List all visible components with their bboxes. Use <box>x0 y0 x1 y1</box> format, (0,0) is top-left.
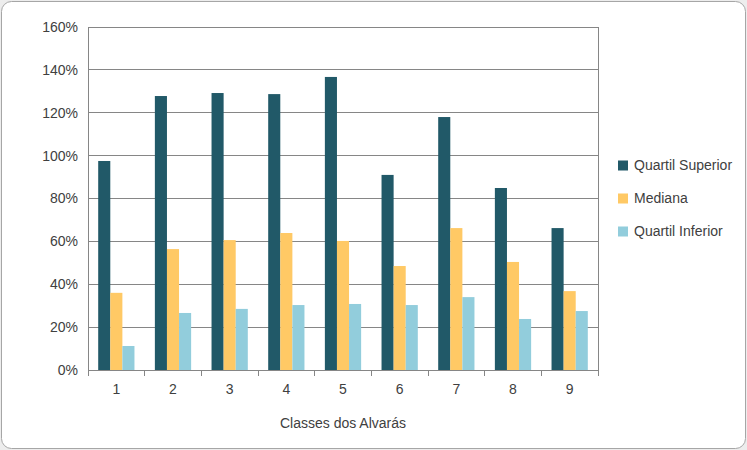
legend-item: Mediana <box>618 190 688 206</box>
x-tick: 6 <box>396 370 404 397</box>
bar <box>507 262 519 370</box>
category-separator <box>484 370 485 376</box>
chart-background <box>2 2 746 449</box>
x-tick: 9 <box>566 370 574 397</box>
category-separator <box>314 370 315 376</box>
bar <box>236 309 248 370</box>
legend-item: Quartil Superior <box>618 157 732 173</box>
x-tick-label: 8 <box>509 381 517 397</box>
legend-item: Quartil Inferior <box>618 223 723 239</box>
bar-series <box>122 297 587 370</box>
bar <box>337 241 349 370</box>
category-separator <box>144 370 145 376</box>
category-separator <box>258 370 259 376</box>
legend: Quartil Superior Mediana Quartil Inferior <box>618 157 732 239</box>
x-tick: 1 <box>112 370 120 397</box>
bar <box>576 311 588 370</box>
legend-label: Mediana <box>634 190 688 206</box>
chart: 0% 20% 40% 60% 80% 100% 120% 140% 160% 1 2 3 4 5 6 7 8 9 C… <box>0 0 747 450</box>
legend-swatch <box>618 161 628 171</box>
y-tick: 80% <box>50 190 88 206</box>
plot: 0% 20% 40% 60% 80% 100% 120% 140% 160% 1 2 3 4 5 6 7 8 9 <box>42 19 598 397</box>
bar <box>292 305 304 370</box>
category-separator <box>598 370 599 376</box>
x-tick: 2 <box>169 370 177 397</box>
bar <box>552 228 564 370</box>
bar <box>349 304 361 370</box>
x-tick-label: 7 <box>452 381 460 397</box>
x-tick-label: 4 <box>282 381 290 397</box>
grid <box>88 27 598 370</box>
bar <box>268 94 280 370</box>
plot-frame <box>88 27 598 370</box>
bar <box>179 313 191 370</box>
bar <box>519 319 531 370</box>
y-tick-label: 160% <box>42 19 78 35</box>
bar <box>224 240 236 370</box>
bar <box>280 233 292 370</box>
x-tick: 5 <box>339 370 347 397</box>
bar <box>438 117 450 370</box>
y-tick: 120% <box>42 105 88 121</box>
y-tick: 60% <box>50 233 88 249</box>
bar-series <box>110 228 575 370</box>
y-tick-label: 140% <box>42 62 78 78</box>
x-tick-label: 1 <box>112 381 120 397</box>
y-tick: 0% <box>58 362 88 378</box>
bar <box>98 161 110 370</box>
legend-swatch <box>618 227 628 237</box>
bar <box>155 96 167 370</box>
category-separator <box>541 370 542 376</box>
x-tick: 4 <box>282 370 290 397</box>
y-tick-label: 40% <box>50 276 78 292</box>
bar <box>110 293 122 370</box>
y-tick-label: 60% <box>50 233 78 249</box>
x-tick-label: 9 <box>566 381 574 397</box>
bar <box>167 249 179 370</box>
x-tick-label: 2 <box>169 381 177 397</box>
bar <box>382 175 394 370</box>
bar-series <box>98 77 563 370</box>
bar <box>394 266 406 370</box>
bars <box>98 77 588 370</box>
y-axis-line <box>88 28 89 371</box>
category-separator <box>88 370 89 376</box>
x-tick-label: 3 <box>226 381 234 397</box>
bar <box>325 77 337 370</box>
y-tick-label: 0% <box>58 362 78 378</box>
category-separator <box>201 370 202 376</box>
x-tick: 8 <box>509 370 517 397</box>
y-axis: 0% 20% 40% 60% 80% 100% 120% 140% 160% <box>42 19 88 378</box>
y-tick: 160% <box>42 19 88 35</box>
x-axis-title: Classes dos Alvarás <box>280 415 406 431</box>
legend-swatch <box>618 194 628 204</box>
category-separator <box>428 370 429 376</box>
y-tick-label: 80% <box>50 190 78 206</box>
bar <box>122 346 134 370</box>
x-tick: 7 <box>452 370 460 397</box>
bar <box>495 188 507 370</box>
bar <box>462 297 474 370</box>
y-tick: 140% <box>42 62 88 78</box>
x-axis: 1 2 3 4 5 6 7 8 9 <box>89 370 599 397</box>
x-tick-label: 6 <box>396 381 404 397</box>
legend-label: Quartil Inferior <box>634 223 723 239</box>
bar <box>212 93 224 370</box>
bar <box>564 291 576 370</box>
category-separators <box>88 370 598 376</box>
bar <box>450 228 462 370</box>
legend-label: Quartil Superior <box>634 157 732 173</box>
x-tick: 3 <box>226 370 234 397</box>
y-tick-label: 100% <box>42 148 78 164</box>
bar <box>406 305 418 370</box>
grid-line <box>88 69 598 70</box>
y-tick-label: 120% <box>42 105 78 121</box>
x-axis-line <box>89 370 599 371</box>
category-separator <box>371 370 372 376</box>
y-tick: 40% <box>50 276 88 292</box>
y-tick-label: 20% <box>50 319 78 335</box>
x-tick-label: 5 <box>339 381 347 397</box>
y-tick: 20% <box>50 319 88 335</box>
y-tick: 100% <box>42 148 88 164</box>
